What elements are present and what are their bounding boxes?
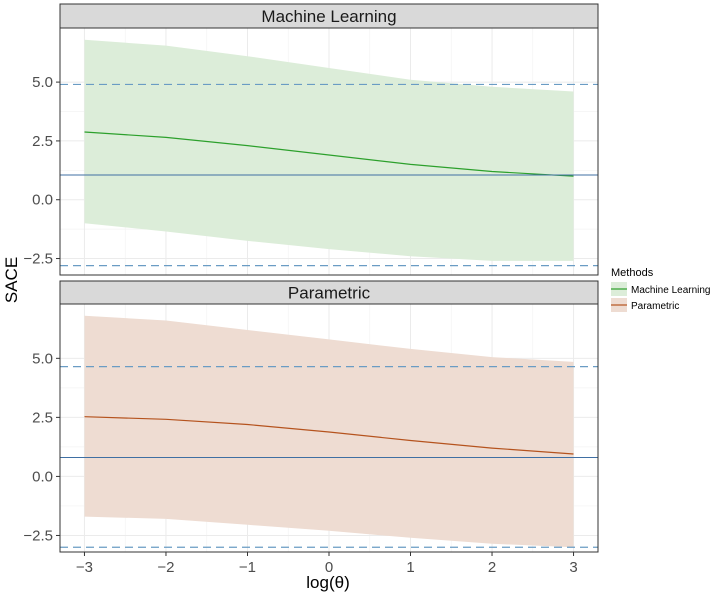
panel-border <box>59 27 599 276</box>
y-tick-label: 5.0 <box>32 350 53 367</box>
y-tick-label: 0.0 <box>32 192 53 209</box>
y-tick-label: 2.5 <box>32 409 53 426</box>
y-tick-label: −2.5 <box>23 251 53 268</box>
facet-strip-label: Parametric <box>288 284 371 303</box>
estimate-line <box>84 131 574 177</box>
x-tick-label: 1 <box>406 559 414 576</box>
legend-label: Machine Learning <box>631 285 711 296</box>
x-tick-label: 2 <box>488 559 496 576</box>
x-axis-title: log(θ) <box>306 573 349 592</box>
y-tick-label: 5.0 <box>32 74 53 91</box>
confidence-band <box>84 39 574 261</box>
x-tick-label: −1 <box>239 559 256 576</box>
estimate-line <box>84 416 574 455</box>
y-tick-label: 0.0 <box>32 468 53 485</box>
y-tick-label: 2.5 <box>32 133 53 150</box>
facet-strip <box>59 3 599 29</box>
y-tick-label: −2.5 <box>23 527 53 544</box>
y-axis-title: SACE <box>2 257 21 303</box>
x-tick-label: 0 <box>325 559 333 576</box>
facet-panel: Parametric −2.5 0.0 2.5 5.0 <box>23 280 599 553</box>
x-tick-label: −3 <box>76 559 93 576</box>
x-tick-label: 3 <box>569 559 577 576</box>
facet-strip-label: Machine Learning <box>261 7 396 26</box>
legend: Methods Machine Learning Parametric <box>611 267 711 312</box>
facet-panel: Machine Learning −2.5 0.0 2.5 5.0 <box>23 3 599 276</box>
x-tick-label: −2 <box>157 559 174 576</box>
legend-label: Parametric <box>631 301 679 312</box>
legend-title: Methods <box>611 267 654 279</box>
